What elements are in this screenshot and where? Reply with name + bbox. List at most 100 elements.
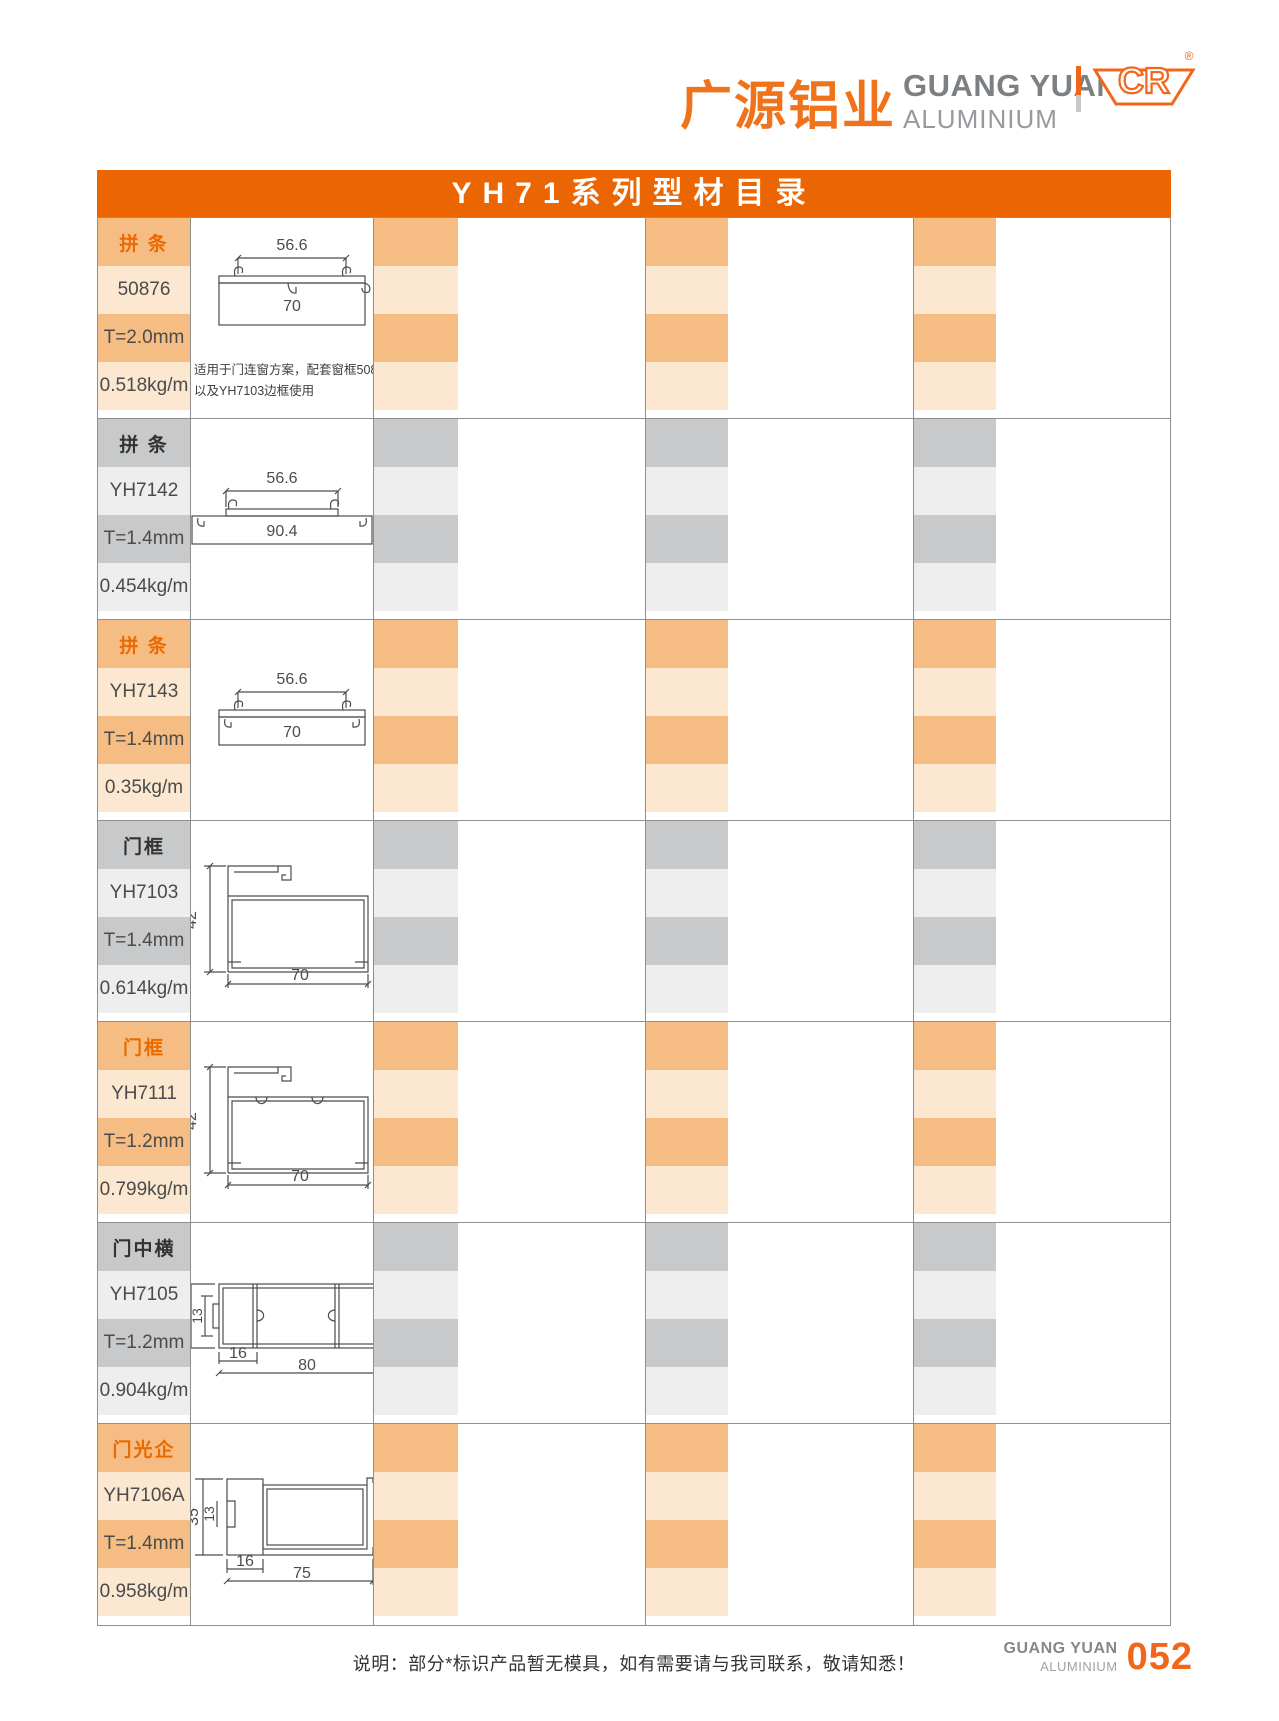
page-number: 052 [1126, 1636, 1193, 1678]
registered-mark: ® [1185, 49, 1194, 63]
empty-cell [458, 218, 645, 418]
empty-cell [728, 620, 913, 820]
label-column: 门中横 YH7105 T=1.2mm 0.904kg/m [98, 1223, 191, 1423]
profile-drawing: 56.6 70 [191, 620, 373, 820]
empty-cell [728, 1022, 913, 1222]
empty-cell [728, 218, 913, 418]
dimension-label: 70 [291, 967, 309, 984]
label-column: 拼 条 50876 T=2.0mm 0.518kg/m [98, 218, 191, 418]
footer-brand-sub: ALUMINIUM [1040, 1659, 1118, 1674]
dimension-label: 90.4 [266, 523, 297, 540]
empty-cell [458, 821, 645, 1021]
empty-cell [728, 419, 913, 619]
dimension-label: 56.6 [266, 470, 297, 487]
product-code: YH7105 [98, 1271, 190, 1319]
table-row: 门框 YH7111 T=1.2mm 0.799kg/m [98, 1022, 1170, 1223]
stripe-column [373, 1424, 458, 1625]
thickness-value: T=1.4mm [98, 515, 190, 563]
weight-value: 0.35kg/m [98, 764, 190, 812]
empty-cell [728, 1223, 913, 1423]
thickness-value: T=1.2mm [98, 1319, 190, 1367]
dimension-label: 70 [291, 1168, 309, 1185]
dimension-label: 56.6 [276, 237, 307, 254]
thickness-value: T=2.0mm [98, 314, 190, 362]
usage-note: 适用于门连窗方案，配套窗框50801 以及YH7103边框使用 [194, 362, 373, 398]
dimension-label: 80 [298, 1357, 316, 1374]
table-row: 门光企 YH7106A T=1.4mm 0.958kg/m [98, 1424, 1170, 1625]
category-label: 门框 [98, 1022, 190, 1070]
catalog-table: 拼 条 50876 T=2.0mm 0.518kg/m [97, 217, 1171, 1626]
cr-logo-icon: CR ® [1092, 49, 1196, 106]
footer-note: 说明：部分*标识产品暂无模具，如有需要请与我司联系，敬请知悉！ [352, 1654, 916, 1674]
profile-drawing: 42 70 [191, 821, 373, 1021]
label-column: 拼 条 YH7143 T=1.4mm 0.35kg/m [98, 620, 191, 820]
footer-brand: GUANG YUAN ALUMINIUM 052 [1003, 1636, 1193, 1678]
weight-value: 0.904kg/m [98, 1367, 190, 1415]
logo-english-name: GUANG YUAN [903, 68, 1120, 103]
empty-cell [996, 419, 1170, 619]
category-label: 门光企 [98, 1424, 190, 1472]
stripe-column [373, 1223, 458, 1423]
dimension-label: 56.6 [276, 671, 307, 688]
table-row: 门框 YH7103 T=1.4mm 0.614kg/m [98, 821, 1170, 1022]
stripe-column [913, 218, 996, 418]
page-title: YH71系列型材目录 [97, 170, 1171, 217]
dimension-label: 42 [191, 1112, 200, 1130]
product-code: YH7111 [98, 1070, 190, 1118]
stripe-column [913, 419, 996, 619]
empty-cell [728, 1424, 913, 1625]
category-label: 拼 条 [98, 620, 190, 668]
stripe-column [913, 1223, 996, 1423]
empty-cell [996, 821, 1170, 1021]
cr-logo-letters: CR [1118, 60, 1170, 101]
label-column: 门光企 YH7106A T=1.4mm 0.958kg/m [98, 1424, 191, 1625]
empty-cell [996, 620, 1170, 820]
empty-cell [996, 1022, 1170, 1222]
empty-cell [458, 1424, 645, 1625]
dimension-label: 13 [191, 1308, 205, 1324]
label-column: 门框 YH7103 T=1.4mm 0.614kg/m [98, 821, 191, 1021]
profile-drawing: 56.6 70 适用于门连窗方案，配套窗框50801 以及YH7103边框使用 [191, 218, 373, 418]
product-code: 50876 [98, 266, 190, 314]
empty-cell [996, 1424, 1170, 1625]
thickness-value: T=1.2mm [98, 1118, 190, 1166]
footer-brand-name: GUANG YUAN [1003, 1640, 1118, 1657]
weight-value: 0.958kg/m [98, 1568, 190, 1616]
thickness-value: T=1.4mm [98, 716, 190, 764]
logo-english: GUANG YUAN ALUMINIUM [903, 70, 1119, 132]
profile-drawing: 35 13 16 75 [191, 1424, 373, 1625]
category-label: 门框 [98, 821, 190, 869]
label-column: 拼 条 YH7142 T=1.4mm 0.454kg/m [98, 419, 191, 619]
profile-drawing: 56.6 90.4 [191, 419, 373, 619]
stripe-column [645, 1424, 728, 1625]
empty-cell [458, 419, 645, 619]
logo-divider [1076, 66, 1081, 112]
stripe-column [645, 1022, 728, 1222]
thickness-value: T=1.4mm [98, 1520, 190, 1568]
stripe-column [645, 821, 728, 1021]
dimension-label: 70 [283, 724, 301, 741]
dimension-label: 35 [191, 1508, 202, 1526]
dimension-label: 16 [236, 1553, 254, 1570]
product-code: YH7143 [98, 668, 190, 716]
stripe-column [373, 419, 458, 619]
empty-cell [996, 218, 1170, 418]
category-label: 拼 条 [98, 218, 190, 266]
stripe-column [645, 218, 728, 418]
profile-drawing: 30 13 16 80 [191, 1223, 373, 1423]
table-row: 门中横 YH7105 T=1.2mm 0.904kg/m [98, 1223, 1170, 1424]
stripe-column [373, 1022, 458, 1222]
product-code: YH7103 [98, 869, 190, 917]
stripe-column [913, 1424, 996, 1625]
stripe-column [373, 620, 458, 820]
category-label: 拼 条 [98, 419, 190, 467]
table-row: 拼 条 50876 T=2.0mm 0.518kg/m [98, 218, 1170, 419]
stripe-column [913, 620, 996, 820]
weight-value: 0.454kg/m [98, 563, 190, 611]
empty-cell [728, 821, 913, 1021]
logo-chinese: 广源铝业 [680, 78, 897, 136]
logo-english-sub: ALUMINIUM [903, 104, 1058, 134]
table-row: 拼 条 YH7142 T=1.4mm 0.454kg/m [98, 419, 1170, 620]
stripe-column [913, 821, 996, 1021]
